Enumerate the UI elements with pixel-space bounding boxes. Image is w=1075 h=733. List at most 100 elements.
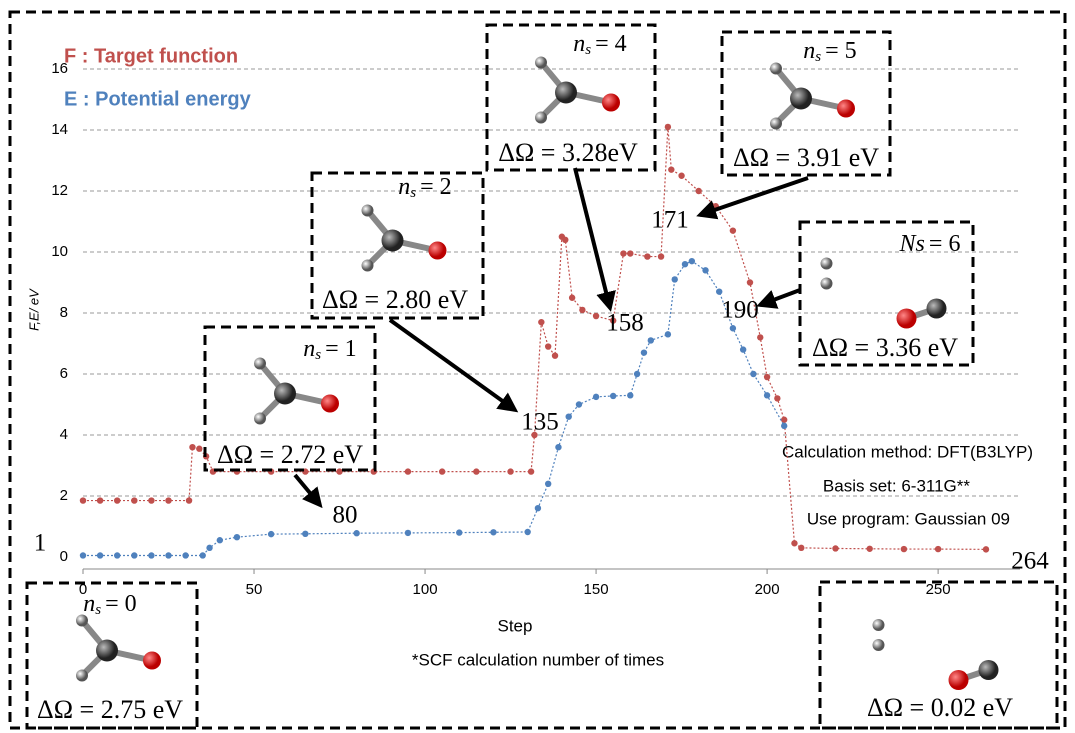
x-axis-label: Step	[498, 616, 533, 635]
method-note: Use program: Gaussian 09	[807, 509, 1010, 528]
state-box: ns= 4ΔΩ = 3.28eV	[487, 25, 655, 170]
label-part: s	[585, 42, 591, 58]
data-point	[682, 261, 688, 267]
atom	[897, 309, 917, 329]
label-part: = 6	[929, 231, 961, 257]
data-point	[935, 546, 941, 552]
data-point	[148, 497, 154, 503]
data-point	[641, 349, 647, 355]
data-point	[538, 319, 544, 325]
data-point	[689, 258, 695, 264]
data-point	[507, 468, 513, 474]
data-point	[781, 423, 787, 429]
legend-entry: E : Potential energy	[64, 88, 252, 110]
data-point	[627, 392, 633, 398]
data-point	[165, 552, 171, 558]
data-point	[566, 414, 572, 420]
label-part: = 5	[825, 38, 857, 64]
data-point	[569, 295, 575, 301]
data-point	[80, 552, 86, 558]
state-label: ns= 1	[303, 336, 356, 364]
delta-omega: ΔΩ = 3.28eV	[498, 138, 638, 167]
data-point	[196, 446, 202, 452]
method-note: Basis set: 6-311G**	[823, 476, 970, 495]
x-axis-note: *SCF calculation number of times	[412, 650, 664, 669]
label-part: = 2	[420, 174, 452, 200]
label-part: = 1	[325, 336, 357, 362]
state-box: ns= 5ΔΩ = 3.91 eV	[722, 32, 890, 175]
data-point	[747, 279, 753, 285]
data-point	[302, 531, 308, 537]
data-point	[131, 497, 137, 503]
data-point	[665, 124, 671, 130]
data-point	[702, 267, 708, 273]
atom	[96, 640, 118, 662]
data-point	[545, 343, 551, 349]
data-point	[781, 417, 787, 423]
data-point	[983, 546, 989, 552]
y-tick-label: 6	[60, 365, 68, 382]
atom	[321, 395, 339, 413]
data-point	[524, 529, 530, 535]
data-point	[186, 497, 192, 503]
y-tick-label: 2	[60, 487, 68, 504]
atom	[382, 230, 404, 252]
x-tick-label: 250	[926, 581, 951, 598]
atom	[143, 652, 161, 670]
data-point	[97, 552, 103, 558]
data-point	[189, 444, 195, 450]
y-tick-label: 12	[51, 182, 68, 199]
atom	[602, 94, 620, 112]
atom	[362, 205, 374, 217]
step-label: 190	[721, 297, 759, 324]
state-box: ΔΩ = 0.02 eV	[820, 582, 1057, 728]
label-part: s	[410, 185, 416, 201]
label-part: n	[398, 174, 410, 200]
label-part: Ns	[899, 231, 925, 257]
data-point	[678, 173, 684, 179]
state-box: ns= 1 ΔΩ = 2.72 eV	[205, 327, 375, 470]
atom	[837, 100, 855, 118]
delta-omega: ΔΩ = 2.80 eV	[322, 285, 468, 314]
atom	[873, 639, 885, 651]
data-point	[658, 253, 664, 259]
atom	[927, 299, 947, 319]
x-tick-label: 100	[413, 581, 438, 598]
label-part: n	[303, 336, 315, 362]
delta-omega: ΔΩ = 2.72 eV	[217, 440, 363, 469]
data-point	[610, 393, 616, 399]
legend-entry: F : Target function	[64, 45, 238, 67]
data-point	[798, 545, 804, 551]
data-point	[730, 227, 736, 233]
step-label: 135	[521, 409, 559, 436]
data-point	[405, 468, 411, 474]
data-point	[473, 468, 479, 474]
data-point	[200, 552, 206, 558]
atom	[770, 63, 782, 75]
x-tick-label: 50	[246, 581, 263, 598]
atom	[555, 82, 577, 104]
atom	[770, 118, 782, 130]
state-box: ns= 2 ΔΩ = 2.80 eV	[312, 173, 483, 318]
data-point	[131, 552, 137, 558]
data-point	[490, 529, 496, 535]
state-box: ns= 0ΔΩ = 2.75 eV	[27, 583, 197, 728]
data-point	[114, 497, 120, 503]
data-point	[764, 392, 770, 398]
delta-omega: ΔΩ = 3.91 eV	[733, 143, 879, 172]
data-point	[750, 371, 756, 377]
data-point	[668, 166, 674, 172]
data-point	[740, 346, 746, 352]
data-point	[901, 546, 907, 552]
atom	[362, 260, 374, 272]
data-point	[562, 237, 568, 243]
chart: F,E/ eV Step *SCF calculation number of …	[0, 0, 1075, 733]
data-point	[665, 331, 671, 337]
data-point	[353, 530, 359, 536]
data-point	[148, 552, 154, 558]
data-point	[764, 374, 770, 380]
y-tick-label: 10	[51, 243, 68, 260]
data-point	[648, 337, 654, 343]
atom	[254, 358, 266, 370]
data-point	[182, 552, 188, 558]
